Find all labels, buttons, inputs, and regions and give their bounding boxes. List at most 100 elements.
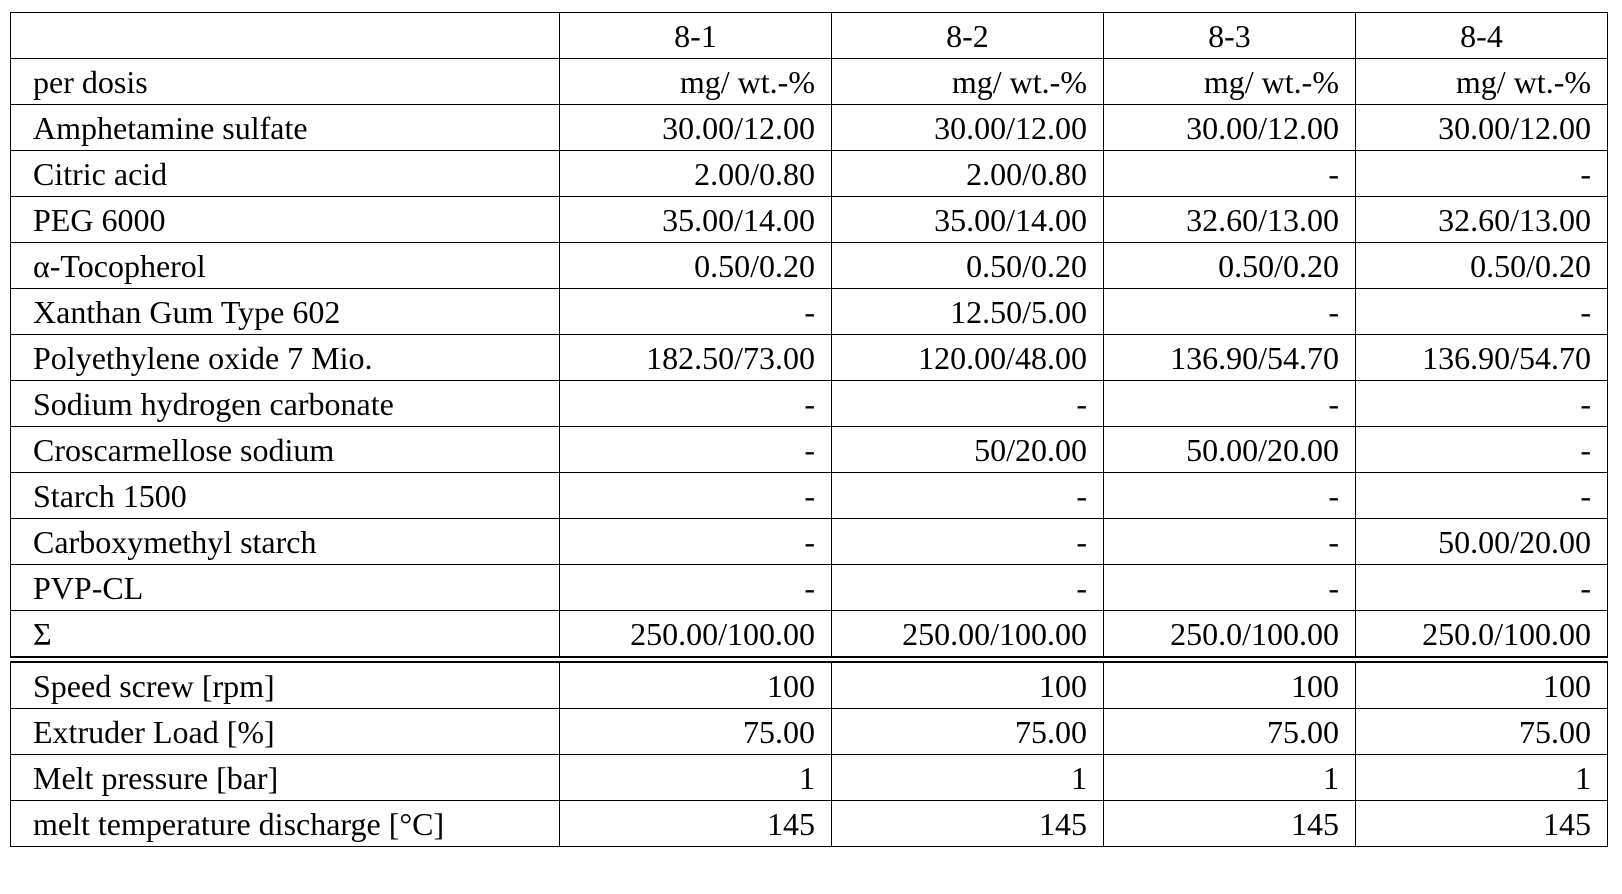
value-cell: - [1103,519,1355,565]
value-cell: 100 [1355,660,1607,709]
value-cell: 100 [560,660,832,709]
row-label: melt temperature discharge [°C] [11,801,560,847]
table-row: Amphetamine sulfate30.00/12.0030.00/12.0… [11,105,1608,151]
value-cell: 250.0/100.00 [1103,611,1355,660]
value-cell: - [560,289,832,335]
value-cell: 2.00/0.80 [831,151,1103,197]
value-cell: - [1355,473,1607,519]
value-cell: 35.00/14.00 [831,197,1103,243]
value-cell: - [560,565,832,611]
value-cell: mg/ wt.-% [1355,59,1607,105]
row-label: Xanthan Gum Type 602 [11,289,560,335]
value-cell: 30.00/12.00 [560,105,832,151]
table-row: Speed screw [rpm]100100100100 [11,660,1608,709]
value-cell: 0.50/0.20 [560,243,832,289]
value-cell: 50/20.00 [831,427,1103,473]
value-cell: 136.90/54.70 [1103,335,1355,381]
value-cell: 35.00/14.00 [560,197,832,243]
value-cell: 100 [831,660,1103,709]
value-cell: 1 [831,755,1103,801]
value-cell: 145 [1103,801,1355,847]
value-cell: - [1355,381,1607,427]
value-cell: - [560,427,832,473]
value-cell: 30.00/12.00 [831,105,1103,151]
value-cell: - [831,565,1103,611]
value-cell: 75.00 [1103,709,1355,755]
value-cell: mg/ wt.-% [831,59,1103,105]
value-cell: 136.90/54.70 [1355,335,1607,381]
row-label: Extruder Load [%] [11,709,560,755]
value-cell: 0.50/0.20 [1103,243,1355,289]
value-cell: - [1103,381,1355,427]
value-cell: 30.00/12.00 [1355,105,1607,151]
table-row: α-Tocopherol0.50/0.200.50/0.200.50/0.200… [11,243,1608,289]
table-row: per dosismg/ wt.-%mg/ wt.-%mg/ wt.-%mg/ … [11,59,1608,105]
value-cell: - [1355,565,1607,611]
table-body: 8-18-28-38-4per dosis mg/ wt.-% mg/ wt.-% m… [11,13,1608,847]
table-row: Croscarmellose sodium-50/20.0050.00/20.0… [11,427,1608,473]
row-label: Citric acid [11,151,560,197]
value-cell: - [831,381,1103,427]
column-header: 8-4 [1355,13,1607,59]
formulation-table: 8-18-28-38-4per dosis mg/ wt.-% mg/ wt.-% m… [10,12,1608,847]
row-label: Σ [11,611,560,660]
row-label: Melt pressure [bar] [11,755,560,801]
value-cell: 145 [1355,801,1607,847]
value-cell: 75.00 [1355,709,1607,755]
value-cell: 32.60/13.00 [1103,197,1355,243]
row-label: Polyethylene oxide 7 Mio. [11,335,560,381]
value-cell: - [560,473,832,519]
column-header: 8-1 [560,13,832,59]
table-row: Starch 1500---- [11,473,1608,519]
value-cell: - [560,381,832,427]
value-cell: 1 [1355,755,1607,801]
table-row: PEG 600035.00/14.0035.00/14.0032.60/13.0… [11,197,1608,243]
value-cell: 50.00/20.00 [1103,427,1355,473]
table-row: Extruder Load [%]75.0075.0075.0075.00 [11,709,1608,755]
value-cell: 250.00/100.00 [831,611,1103,660]
table-row: Xanthan Gum Type 602-12.50/5.00-- [11,289,1608,335]
table-row: PVP-CL---- [11,565,1608,611]
corner-cell [11,13,560,59]
value-cell: - [831,519,1103,565]
value-cell: - [1103,565,1355,611]
value-cell: 1 [560,755,832,801]
table-row: Citric acid2.00/0.802.00/0.80-- [11,151,1608,197]
value-cell: 2.00/0.80 [560,151,832,197]
table-row: Carboxymethyl starch---50.00/20.00 [11,519,1608,565]
row-label: PEG 6000 [11,197,560,243]
value-cell: 182.50/73.00 [560,335,832,381]
row-label: Amphetamine sulfate [11,105,560,151]
value-cell: - [831,473,1103,519]
value-cell: 75.00 [831,709,1103,755]
row-label: Speed screw [rpm] [11,660,560,709]
value-cell: - [1355,427,1607,473]
value-cell: 145 [831,801,1103,847]
row-label: Croscarmellose sodium [11,427,560,473]
value-cell: 250.00/100.00 [560,611,832,660]
value-cell: - [1355,151,1607,197]
value-cell: 50.00/20.00 [1355,519,1607,565]
row-label: α-Tocopherol [11,243,560,289]
row-label: Sodium hydrogen carbonate [11,381,560,427]
value-cell: 145 [560,801,832,847]
value-cell: - [560,519,832,565]
value-cell: 30.00/12.00 [1103,105,1355,151]
value-cell: - [1103,289,1355,335]
header-row: 8-18-28-38-4 [11,13,1608,59]
row-label: PVP-CL [11,565,560,611]
value-cell: 12.50/5.00 [831,289,1103,335]
table-row: Σ250.00/100.00250.00/100.00250.0/100.002… [11,611,1608,660]
value-cell: 1 [1103,755,1355,801]
column-header: 8-2 [831,13,1103,59]
table-row: Melt pressure [bar]1111 [11,755,1608,801]
value-cell: 0.50/0.20 [831,243,1103,289]
value-cell: - [1103,151,1355,197]
value-cell: 250.0/100.00 [1355,611,1607,660]
value-cell: 100 [1103,660,1355,709]
value-cell: 32.60/13.00 [1355,197,1607,243]
value-cell: 120.00/48.00 [831,335,1103,381]
row-label: per dosis [11,59,560,105]
table-row: Polyethylene oxide 7 Mio.182.50/73.00120… [11,335,1608,381]
